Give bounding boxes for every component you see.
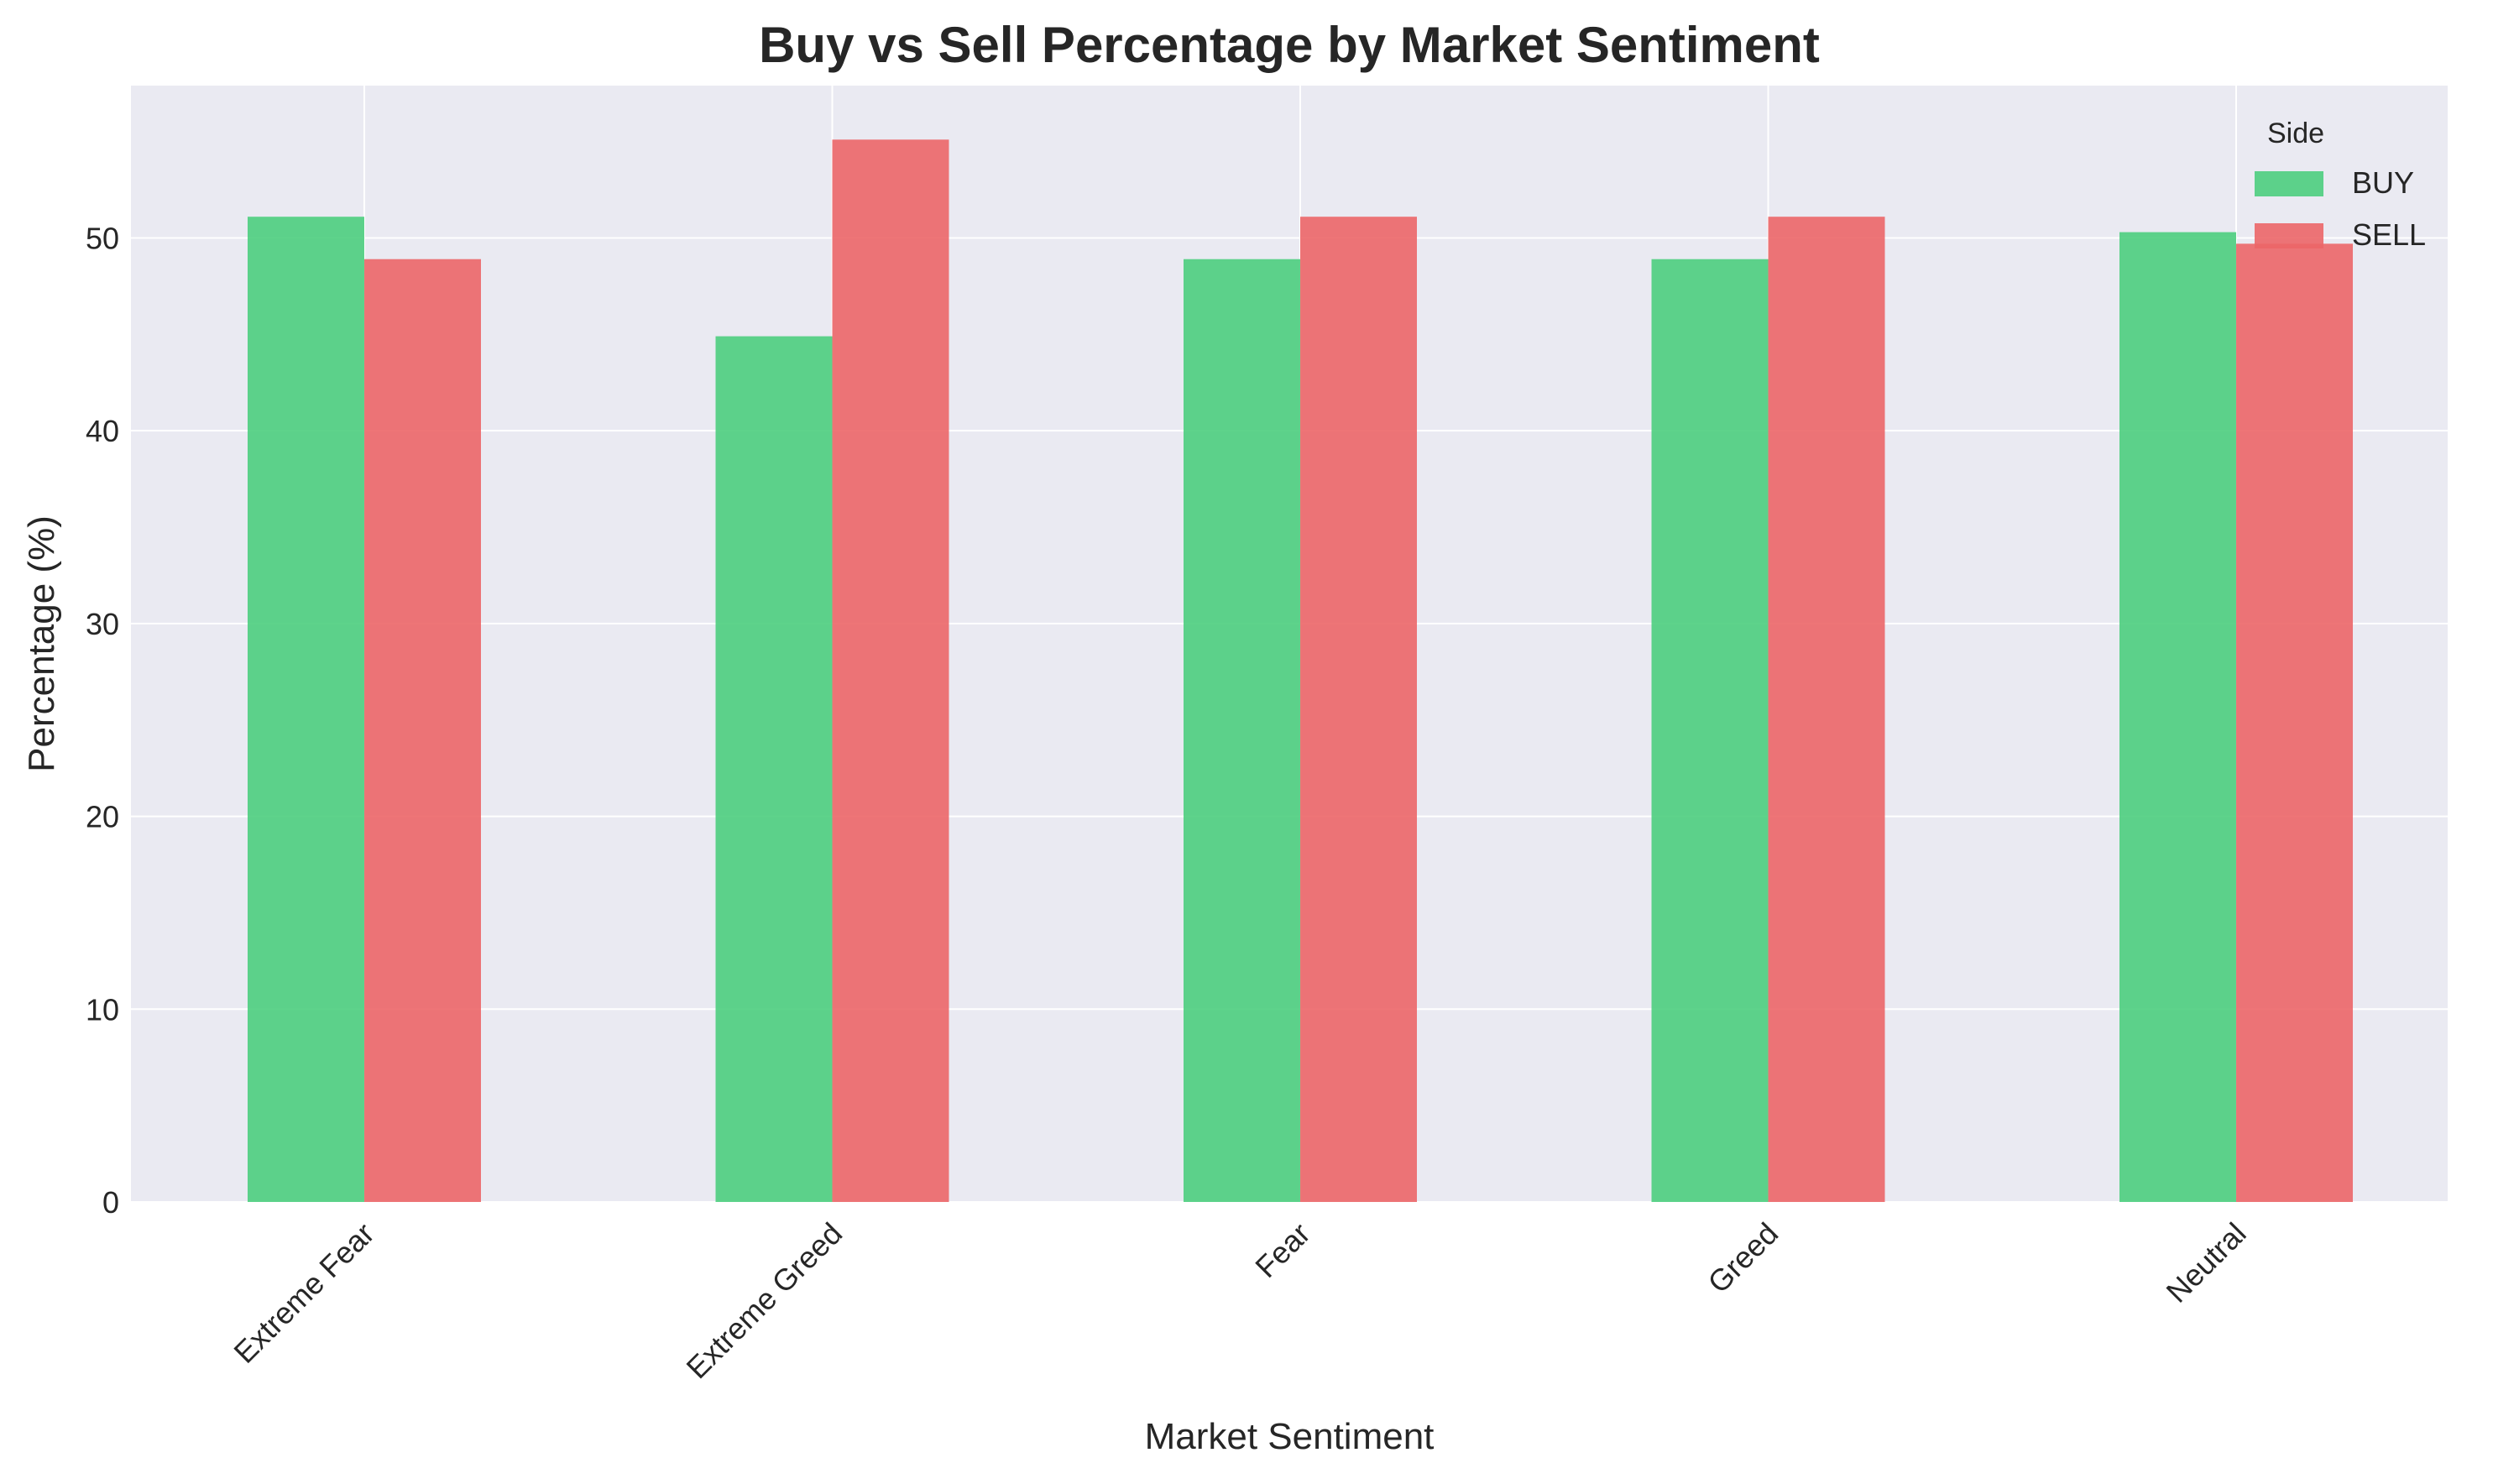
bar-sell-extreme-greed — [832, 139, 949, 1203]
y-tick-label: 30 — [86, 607, 119, 641]
bar-sell-extreme-fear — [364, 259, 481, 1203]
bar-buy-extreme-fear — [248, 217, 364, 1203]
x-axis-label: Market Sentiment — [1145, 1416, 1435, 1457]
legend-label-buy: BUY — [2352, 165, 2414, 200]
bar-sell-greed — [1768, 217, 1885, 1203]
bar-buy-greed — [1651, 259, 1769, 1203]
bar-buy-neutral — [2119, 232, 2236, 1202]
legend: Side BUY SELL — [2255, 118, 2426, 252]
legend-label-sell: SELL — [2352, 217, 2426, 252]
y-tick-label: 10 — [86, 992, 119, 1027]
bars — [248, 139, 2353, 1203]
x-tick-label: Fear — [1248, 1216, 1316, 1284]
chart-title: Buy vs Sell Percentage by Market Sentime… — [759, 17, 1820, 73]
legend-title: Side — [2267, 118, 2324, 149]
x-tick-labels: Extreme Fear Extreme Greed Fear Greed Neutra… — [227, 1216, 2252, 1386]
bar-buy-extreme-greed — [715, 336, 833, 1203]
y-axis-label: Percentage (%) — [21, 515, 62, 772]
bar-buy-fear — [1184, 259, 1300, 1203]
legend-items: BUY SELL — [2255, 165, 2426, 252]
y-tick-label: 20 — [86, 800, 119, 834]
x-tick-label: Neutral — [2160, 1216, 2253, 1309]
y-tick-label: 40 — [86, 414, 119, 448]
x-tick-label: Greed — [1701, 1216, 1785, 1300]
x-tick-label: Extreme Fear — [227, 1216, 380, 1370]
bar-sell-neutral — [2236, 243, 2353, 1202]
y-tick-labels: 0 10 20 30 40 50 — [86, 221, 119, 1220]
y-tick-label: 50 — [86, 221, 119, 255]
legend-swatch-buy — [2255, 171, 2323, 196]
legend-swatch-sell — [2255, 223, 2323, 248]
x-tick-label: Extreme Greed — [680, 1216, 849, 1386]
y-tick-label: 0 — [102, 1185, 119, 1220]
bar-sell-fear — [1300, 217, 1417, 1203]
